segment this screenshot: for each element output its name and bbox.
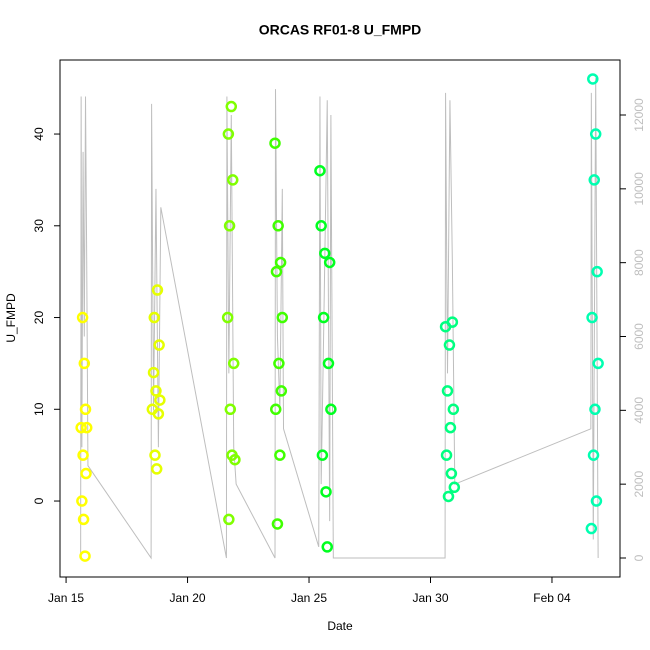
point	[223, 513, 235, 526]
point	[444, 421, 457, 434]
point	[221, 311, 234, 324]
point	[317, 311, 330, 324]
point	[446, 316, 459, 328]
y2-tick-label: 8000	[632, 249, 646, 276]
point	[440, 449, 453, 461]
point	[274, 449, 286, 461]
point	[223, 220, 236, 232]
y-tick-label: 30	[32, 219, 46, 233]
point	[587, 73, 599, 85]
point	[270, 265, 283, 278]
x-axis-label: Date	[327, 619, 353, 633]
point	[320, 486, 332, 498]
y-tick-label: 20	[32, 311, 46, 325]
point	[447, 403, 460, 416]
point	[222, 128, 235, 140]
point	[448, 481, 461, 494]
point	[445, 467, 458, 480]
point	[80, 467, 92, 480]
point	[315, 220, 327, 232]
y2-tick-label: 2000	[632, 470, 646, 497]
point	[273, 357, 285, 370]
point	[77, 513, 90, 526]
point	[589, 403, 601, 416]
point	[148, 311, 161, 324]
point	[79, 550, 91, 562]
plot-box	[59, 59, 621, 578]
point	[272, 220, 284, 232]
point	[269, 403, 282, 416]
point	[225, 100, 238, 113]
x-tick-label: Jan 20	[170, 591, 206, 605]
point	[76, 495, 88, 507]
point	[150, 463, 163, 475]
point	[274, 256, 287, 269]
y2-tick-label: 0	[632, 554, 646, 561]
point	[75, 421, 87, 434]
point	[587, 449, 600, 461]
point	[443, 339, 456, 351]
point	[275, 385, 288, 397]
point	[227, 357, 240, 370]
point	[77, 449, 89, 461]
point	[79, 403, 92, 416]
point	[226, 174, 239, 186]
point	[591, 265, 603, 278]
altitude-line	[80, 78, 599, 560]
x-tick-label: Jan 25	[291, 591, 327, 605]
y2-tick-label: 4000	[632, 397, 646, 424]
point	[592, 357, 604, 370]
y-tick-label: 10	[32, 402, 46, 416]
point	[442, 490, 455, 503]
y2-tick-label: 10000	[632, 172, 646, 206]
point	[276, 311, 289, 324]
point	[78, 357, 91, 370]
point	[323, 256, 336, 269]
y-tick-label: 40	[32, 127, 46, 141]
point	[441, 385, 454, 397]
point	[76, 311, 89, 324]
point	[589, 128, 602, 140]
point	[316, 449, 329, 461]
point	[590, 495, 603, 507]
y2-tick-label: 12000	[632, 98, 646, 132]
y-tick-label: 0	[32, 497, 46, 504]
y-axis-label: U_FMPD	[4, 293, 18, 343]
point	[271, 518, 284, 530]
point	[153, 339, 165, 351]
point	[585, 522, 598, 535]
point	[152, 408, 165, 420]
point	[154, 394, 166, 406]
point	[322, 357, 335, 370]
point	[586, 311, 598, 324]
point	[321, 541, 333, 553]
point	[314, 164, 326, 177]
point	[229, 453, 241, 466]
point	[224, 403, 237, 416]
x-tick-label: Feb 04	[533, 591, 571, 605]
point	[588, 174, 600, 186]
point	[319, 247, 331, 260]
point	[150, 385, 162, 397]
x-tick-label: Jan 30	[412, 591, 448, 605]
point	[147, 366, 160, 379]
point	[151, 284, 164, 296]
y2-tick-label: 6000	[632, 323, 646, 350]
point	[80, 421, 93, 434]
point	[269, 137, 281, 149]
point	[149, 449, 161, 461]
point	[325, 403, 337, 416]
chart-title: ORCAS RF01-8 U_FMPD	[259, 22, 422, 38]
x-tick-label: Jan 15	[48, 591, 84, 605]
